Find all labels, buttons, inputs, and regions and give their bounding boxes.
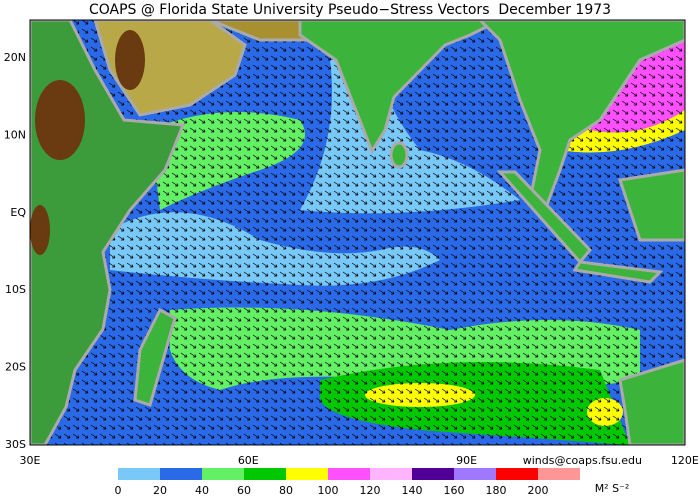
contact-email: winds@coaps.fsu.edu [523,454,642,467]
colorbar-tick-label: 60 [237,484,251,497]
colorbar-tick-label: 20 [153,484,167,497]
colorbar-swatch [454,468,496,480]
colorbar-swatch [286,468,328,480]
longitude-label: 30E [20,454,41,467]
latitude-label: 20S [5,361,26,374]
colorbar-swatch [244,468,286,480]
longitude-label: 60E [238,454,259,467]
longitude-label: 90E [456,454,477,467]
latitude-label: 20N [4,51,26,64]
colorbar-tick-label: 160 [444,484,465,497]
colorbar-swatch [412,468,454,480]
map-title: COAPS @ Florida State University Pseudo−… [89,2,611,18]
colorbar-tick-label: 120 [360,484,381,497]
colorbar-tick-label: 140 [402,484,423,497]
colorbar-tick-label: 80 [279,484,293,497]
colorbar-swatch [202,468,244,480]
map-frame [29,19,686,446]
colorbar-tick-label: 0 [115,484,122,497]
map [30,20,685,445]
colorbar-swatch [118,468,160,480]
colorbar-tick-label: 40 [195,484,209,497]
colorbar-swatch [328,468,370,480]
longitude-label: 120E [671,454,699,467]
colorbar-swatch [496,468,538,480]
colorbar-unit: M² S⁻² [595,482,630,495]
colorbar-tick-label: 180 [486,484,507,497]
colorbar-tick-label: 100 [318,484,339,497]
latitude-label: 30S [5,438,26,451]
colorbar-swatch [538,468,580,480]
latitude-label: EQ [10,206,26,219]
highlands [30,30,145,255]
colorbar-swatch [160,468,202,480]
latitude-label: 10N [4,128,26,141]
latitude-label: 10S [5,283,26,296]
colorbar-tick-label: 200 [528,484,549,497]
colorbar-swatch [370,468,412,480]
